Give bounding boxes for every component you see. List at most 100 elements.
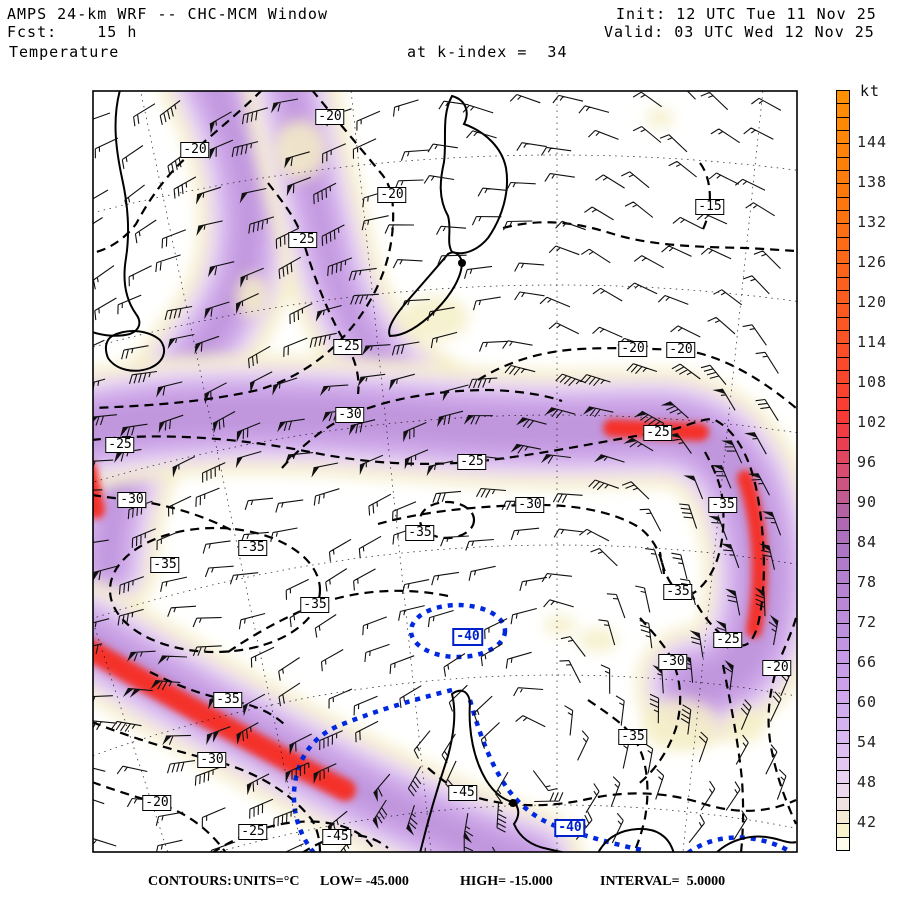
colorbar-cell [836, 650, 850, 665]
colorbar-cell [836, 836, 850, 851]
colorbar-cell [836, 236, 850, 251]
minus40-contours [291, 602, 794, 852]
station-markers [458, 259, 517, 807]
colorbar-tick-label: 78 [857, 573, 878, 591]
colorbar-cell [836, 716, 850, 731]
contour-high: HIGH= -15.000 [460, 874, 553, 889]
colorbar-cell [836, 223, 850, 238]
coast-tasmania [104, 330, 166, 372]
colorbar-cell [836, 516, 850, 531]
colorbar-tick-label: 120 [857, 293, 888, 311]
contour-label: -25 [457, 454, 487, 470]
contour-label-minus40: -40 [554, 819, 586, 837]
contour-units: UNITS=°C [233, 874, 300, 889]
contour-interval: INTERVAL= 5.0000 [600, 874, 726, 889]
colorbar-tick-label: 42 [857, 813, 878, 831]
colorbar-tick-label: 96 [857, 453, 878, 471]
contour-label: -25 [333, 339, 363, 355]
colorbar-cell [836, 570, 850, 585]
colorbar-cell [836, 690, 850, 705]
colorbar-cell [836, 703, 850, 718]
colorbar-cell [836, 610, 850, 625]
contour-label: -20 [618, 341, 648, 357]
colorbar-cell [836, 210, 850, 225]
contour-label: -35 [618, 729, 648, 745]
colorbar-cell [836, 116, 850, 131]
colorbar-cell [836, 756, 850, 771]
contour-label: -35 [150, 557, 180, 573]
colorbar-cell [836, 596, 850, 611]
contour-label: -30 [117, 492, 147, 508]
contour-low: LOW= -45.000 [320, 874, 409, 889]
colorbar-tick-label: 132 [857, 213, 888, 231]
contour-label: -25 [288, 232, 318, 248]
contour-label: -35 [663, 584, 693, 600]
contour-label: -35 [300, 597, 330, 613]
colorbar-cell [836, 783, 850, 798]
station-marker-mcmurdo [509, 799, 517, 807]
colorbar-cell [836, 676, 850, 691]
contour-label: -45 [322, 829, 352, 845]
wind-speed-colorbar [836, 90, 850, 851]
colorbar-tick-label: 54 [857, 733, 878, 751]
colorbar-cell [836, 730, 850, 745]
colorbar-cell [836, 450, 850, 465]
colorbar-tick-label: 138 [857, 173, 888, 191]
colorbar-cell [836, 770, 850, 785]
colorbar-cell [836, 476, 850, 491]
colorbar-tick-label: 60 [857, 693, 878, 711]
colorbar-cell [836, 356, 850, 371]
colorbar-cell [836, 90, 850, 105]
contours-label: CONTOURS: [148, 874, 232, 889]
station-marker-christchurch [458, 259, 466, 267]
colorbar-cell [836, 290, 850, 305]
contour-label: -20 [180, 142, 210, 158]
colorbar-tick-label: 102 [857, 413, 888, 431]
contour-label: -30 [335, 407, 365, 423]
colorbar-cell [836, 343, 850, 358]
contour-label: -35 [405, 525, 435, 541]
colorbar-cell [836, 196, 850, 211]
field-name: Temperature [9, 43, 120, 61]
wind-barbs [93, 91, 792, 852]
level-label: at k-index = 34 [407, 43, 568, 61]
contour-label: -20 [315, 109, 345, 125]
colorbar-tick-label: 114 [857, 333, 888, 351]
colorbar-cell [836, 490, 850, 505]
colorbar-cell [836, 250, 850, 265]
colorbar-cell [836, 436, 850, 451]
contour-label: -20 [377, 187, 407, 203]
colorbar-cell [836, 263, 850, 278]
temperature-contours [93, 91, 797, 852]
colorbar-unit: kt [860, 82, 881, 100]
colorbar-cell [836, 103, 850, 118]
contour-label: -30 [658, 654, 688, 670]
contour-label: -25 [713, 632, 743, 648]
colorbar-cell [836, 796, 850, 811]
contour-label: -25 [643, 425, 673, 441]
colorbar-cell [836, 276, 850, 291]
contour-label: -20 [666, 342, 696, 358]
colorbar-tick-label: 48 [857, 773, 878, 791]
plot-title: AMPS 24-km WRF -- CHC-MCM Window [7, 5, 328, 23]
map-frame [92, 90, 798, 853]
colorbar-cell [836, 423, 850, 438]
colorbar-tick-label: 72 [857, 613, 878, 631]
contour-label: -35 [708, 497, 738, 513]
contour-label: -25 [238, 824, 268, 840]
light-wind-fringe [236, 108, 765, 751]
colorbar-cell [836, 556, 850, 571]
colorbar-cell [836, 370, 850, 385]
colorbar-tick-label: 90 [857, 493, 878, 511]
colorbar-cell [836, 316, 850, 331]
colorbar-cell [836, 130, 850, 145]
colorbar-tick-label: 144 [857, 133, 888, 151]
colorbar-cell [836, 463, 850, 478]
colorbar-cell [836, 303, 850, 318]
valid-time: Valid: 03 UTC Wed 12 Nov 25 [604, 23, 875, 41]
colorbar-cell [836, 583, 850, 598]
colorbar-tick-label: 66 [857, 653, 878, 671]
contour-label: -15 [695, 199, 725, 215]
colorbar-cell [836, 543, 850, 558]
